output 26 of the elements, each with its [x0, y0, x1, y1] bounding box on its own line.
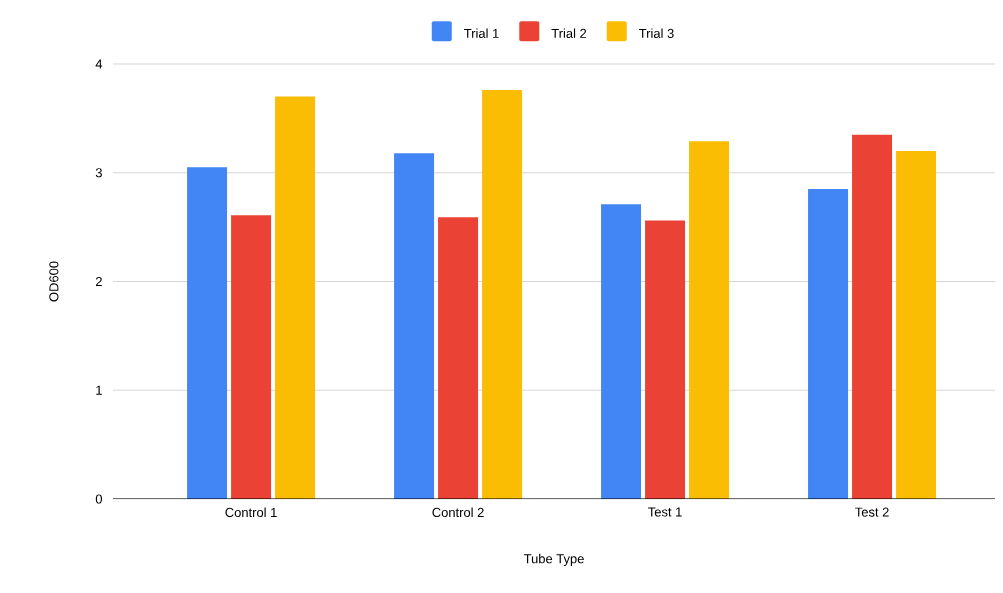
bar	[482, 90, 523, 499]
bar	[689, 141, 730, 499]
x-tick-label: Control 1	[225, 507, 277, 518]
y-tick-label: 3	[95, 168, 102, 178]
bar	[231, 215, 272, 499]
bar	[394, 153, 435, 499]
x-tick-label: Test 1	[648, 507, 682, 517]
y-tick-label: 2	[95, 276, 102, 287]
y-tick-label: 0	[95, 494, 102, 504]
y-tick-label: 4	[95, 59, 103, 69]
y-tick-label: 1	[96, 385, 102, 395]
x-tick-label: Control 2	[432, 507, 484, 518]
legend-label: Trial 1	[464, 28, 499, 38]
bar	[438, 217, 479, 499]
bar	[645, 220, 686, 499]
x-tick-label: Test 2	[855, 507, 889, 517]
y-axis-title: OD600	[49, 261, 59, 302]
legend-label: Trial 2	[551, 28, 587, 38]
x-axis-title: Tube Type	[523, 553, 584, 566]
bar	[808, 189, 849, 499]
bar	[896, 150, 937, 499]
bar	[187, 167, 228, 499]
bar	[275, 96, 316, 499]
bar	[852, 134, 893, 499]
bar	[601, 204, 642, 499]
legend-label: Trial 3	[639, 28, 674, 38]
